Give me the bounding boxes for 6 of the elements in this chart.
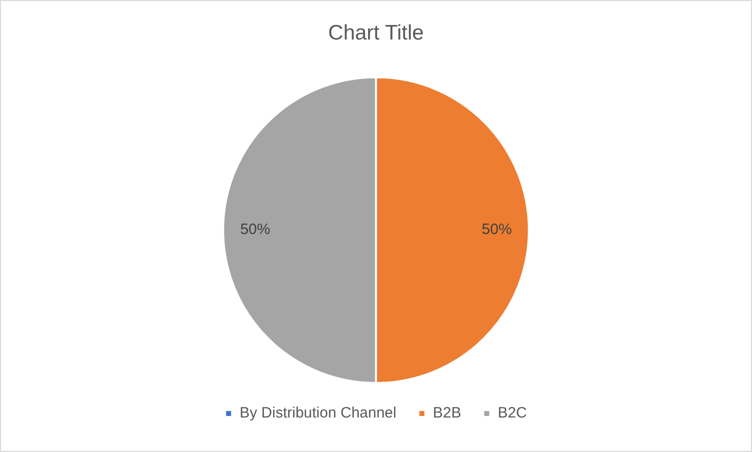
- legend-label: By Distribution Channel: [240, 404, 396, 422]
- chart-title: Chart Title: [328, 21, 424, 44]
- data-label: 50%: [240, 221, 270, 238]
- legend-label: B2C: [498, 404, 528, 422]
- legend-label: B2B: [432, 404, 462, 422]
- data-label: 50%: [482, 221, 512, 238]
